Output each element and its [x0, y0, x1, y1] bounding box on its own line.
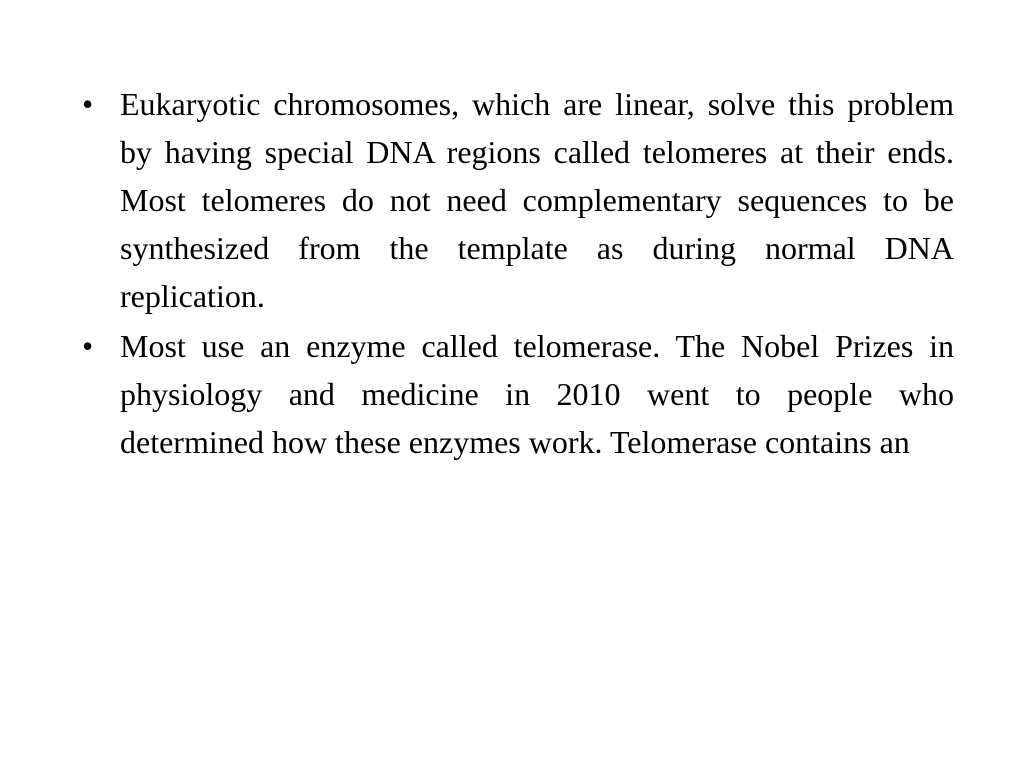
list-item: Most use an enzyme called telomerase. Th…	[70, 322, 954, 466]
list-item: Eukaryotic chromosomes, which are linear…	[70, 80, 954, 320]
bullet-text: Most use an enzyme called telomerase. Th…	[120, 328, 954, 460]
bullet-text: Eukaryotic chromosomes, which are linear…	[120, 86, 954, 314]
bullet-list: Eukaryotic chromosomes, which are linear…	[70, 80, 954, 466]
